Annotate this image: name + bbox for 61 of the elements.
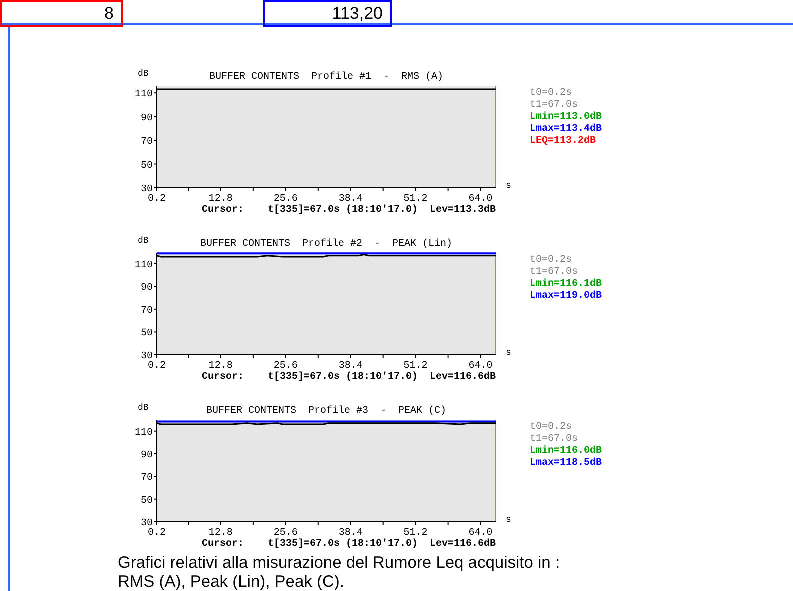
text: Lmax=119.0dB	[530, 290, 602, 302]
x-tick-label: 51.2	[404, 528, 428, 539]
y-tick-label: 70	[140, 137, 153, 148]
y-axis-title: dB	[138, 403, 150, 413]
x-tick-label: 0.2	[148, 361, 166, 372]
text: Cursor: t[335]=67.0s (18:10'17.0) Lev=116.6dB	[202, 371, 496, 383]
text: t0=0.2s	[530, 422, 572, 433]
x-tick-label: 38.4	[338, 194, 363, 205]
x-tick-label: 38.4	[338, 361, 363, 372]
y-tick-label: 110	[134, 260, 153, 272]
x-tick-label: 25.6	[274, 528, 298, 539]
x-tick-label: 25.6	[274, 194, 298, 205]
y-tick-label: 90	[140, 283, 153, 294]
x-tick-label: 0.2	[148, 194, 166, 205]
y-axis-title: dB	[138, 236, 150, 246]
x-tick-label: 12.8	[208, 361, 233, 372]
x-tick-label: 25.6	[274, 361, 298, 372]
y-tick-label: 30	[140, 518, 153, 530]
y-tick-label: 50	[140, 328, 153, 340]
text: Cursor: t[335]=67.0s (18:10'17.0) Lev=116.6dB	[202, 538, 496, 550]
x-tick-label: 12.8	[208, 528, 233, 539]
text: LEQ=113.2dB	[530, 135, 596, 147]
y-tick-label: 90	[140, 113, 153, 124]
chart-title: BUFFER CONTENTS Profile #1 - RMS (A)	[209, 71, 444, 83]
x-tick-label: 12.8	[208, 194, 233, 205]
y-tick-label: 110	[134, 428, 153, 439]
chart-title: BUFFER CONTENTS Profile #3 - PEAK (C)	[206, 405, 447, 417]
text: 8	[104, 4, 114, 23]
x-tick-label: 0.2	[148, 528, 166, 539]
y-tick-label: 70	[140, 473, 153, 484]
chart-title: BUFFER CONTENTS Profile #2 - PEAK (Lin)	[200, 238, 453, 250]
y-axis-title: dB	[138, 69, 150, 79]
text: Grafici relativi alla misurazione del Rumore Leq acquisito in : RMS (A), Peak (Lin), Peak (C).	[118, 554, 560, 591]
y-tick-label: 50	[140, 160, 153, 172]
text: t0=0.2s	[530, 88, 572, 99]
y-tick-label: 30	[140, 184, 153, 196]
x-axis-title: s	[506, 348, 512, 358]
x-tick-label: 38.4	[338, 528, 363, 539]
text: Lmax=113.4dB	[530, 123, 602, 135]
y-tick-label: 90	[140, 450, 153, 462]
y-tick-label: 70	[140, 306, 153, 317]
y-tick-label: 110	[134, 90, 153, 101]
text: t1=67.0s	[530, 100, 578, 111]
text: t0=0.2s	[530, 255, 572, 266]
x-tick-label: 64.0	[468, 528, 493, 539]
text: 113,20	[332, 4, 383, 23]
y-tick-label: 30	[140, 352, 153, 362]
text: t1=67.0s	[530, 267, 578, 278]
text: t1=67.0s	[530, 434, 578, 445]
text: Lmax=118.5dB	[530, 457, 602, 469]
x-tick-label: 64.0	[468, 194, 493, 205]
x-axis-title: s	[506, 515, 512, 525]
text: Lmin=113.0dB	[530, 111, 602, 123]
text: Lmin=116.0dB	[530, 445, 602, 457]
x-tick-label: 64.0	[468, 361, 493, 372]
x-tick-label: 51.2	[404, 194, 428, 205]
y-tick-label: 50	[140, 496, 153, 507]
text: Lmin=116.1dB	[530, 278, 602, 290]
x-axis-title: s	[506, 181, 512, 191]
x-tick-label: 51.2	[404, 361, 428, 372]
text: Cursor: t[335]=67.0s (18:10'17.0) Lev=113.3dB	[202, 204, 496, 216]
